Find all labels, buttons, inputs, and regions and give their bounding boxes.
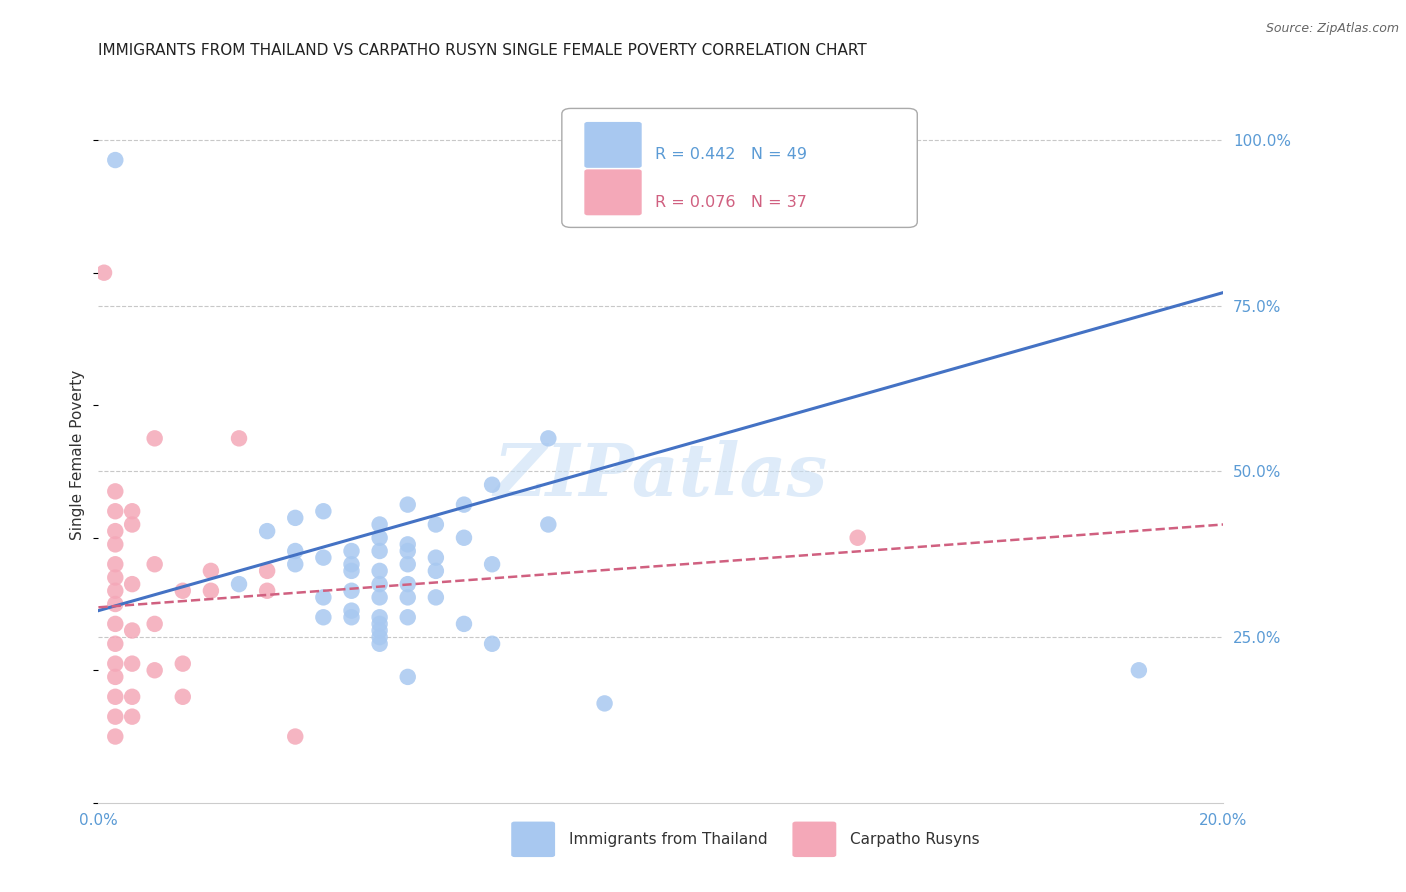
Point xyxy=(104,537,127,551)
Point xyxy=(284,558,307,572)
Point xyxy=(340,544,363,558)
Point xyxy=(396,670,419,684)
FancyBboxPatch shape xyxy=(793,822,837,857)
Point xyxy=(846,531,869,545)
Point xyxy=(368,616,391,631)
Point xyxy=(104,657,127,671)
Point xyxy=(256,583,278,598)
Point xyxy=(340,610,363,624)
Point xyxy=(104,524,127,538)
Point xyxy=(172,583,194,598)
Point xyxy=(200,583,222,598)
Point xyxy=(481,637,503,651)
Point xyxy=(228,577,250,591)
Point xyxy=(143,431,166,445)
Point xyxy=(396,610,419,624)
Point xyxy=(340,583,363,598)
Point xyxy=(368,564,391,578)
Point xyxy=(396,577,419,591)
Point xyxy=(425,591,447,605)
Point xyxy=(368,544,391,558)
Point xyxy=(284,511,307,525)
Text: R = 0.076   N = 37: R = 0.076 N = 37 xyxy=(655,195,807,210)
Point xyxy=(200,564,222,578)
Point xyxy=(121,577,143,591)
Point xyxy=(368,591,391,605)
Point xyxy=(172,690,194,704)
Point xyxy=(368,577,391,591)
FancyBboxPatch shape xyxy=(512,822,555,857)
Point xyxy=(340,558,363,572)
Text: IMMIGRANTS FROM THAILAND VS CARPATHO RUSYN SINGLE FEMALE POVERTY CORRELATION CHA: IMMIGRANTS FROM THAILAND VS CARPATHO RUS… xyxy=(98,43,868,58)
Text: ZIPatlas: ZIPatlas xyxy=(494,441,828,511)
Point xyxy=(396,537,419,551)
Point xyxy=(312,610,335,624)
Point xyxy=(312,591,335,605)
Point xyxy=(104,690,127,704)
Point xyxy=(104,484,127,499)
Point xyxy=(481,558,503,572)
Point xyxy=(340,564,363,578)
Point xyxy=(368,531,391,545)
Point xyxy=(104,597,127,611)
Point xyxy=(121,709,143,723)
Point xyxy=(368,624,391,638)
Point xyxy=(425,517,447,532)
Point xyxy=(284,730,307,744)
Point xyxy=(104,670,127,684)
Text: Source: ZipAtlas.com: Source: ZipAtlas.com xyxy=(1265,22,1399,36)
Y-axis label: Single Female Poverty: Single Female Poverty xyxy=(70,370,86,540)
Point xyxy=(143,558,166,572)
Point xyxy=(425,564,447,578)
Point xyxy=(396,498,419,512)
Point xyxy=(453,498,475,512)
Text: Carpatho Rusyns: Carpatho Rusyns xyxy=(849,832,980,847)
Point xyxy=(104,570,127,584)
Point xyxy=(104,504,127,518)
Point xyxy=(93,266,115,280)
Point xyxy=(593,697,616,711)
Point xyxy=(121,657,143,671)
Point xyxy=(256,564,278,578)
Point xyxy=(104,153,127,167)
Point xyxy=(104,730,127,744)
Point xyxy=(284,544,307,558)
Point xyxy=(143,616,166,631)
Point xyxy=(368,517,391,532)
Point xyxy=(481,477,503,491)
Text: Immigrants from Thailand: Immigrants from Thailand xyxy=(568,832,768,847)
Point xyxy=(104,558,127,572)
Point xyxy=(121,504,143,518)
Point xyxy=(396,544,419,558)
Point xyxy=(368,610,391,624)
Point xyxy=(396,558,419,572)
Point xyxy=(368,630,391,644)
Point xyxy=(228,431,250,445)
FancyBboxPatch shape xyxy=(585,122,641,168)
Point xyxy=(453,616,475,631)
Point xyxy=(312,550,335,565)
FancyBboxPatch shape xyxy=(562,109,917,227)
Point xyxy=(453,531,475,545)
Point xyxy=(104,637,127,651)
Point xyxy=(172,657,194,671)
Point xyxy=(396,591,419,605)
Text: R = 0.442   N = 49: R = 0.442 N = 49 xyxy=(655,147,807,162)
Point xyxy=(121,517,143,532)
Point xyxy=(121,624,143,638)
Point xyxy=(121,690,143,704)
Point xyxy=(340,604,363,618)
Point xyxy=(1128,663,1150,677)
Point xyxy=(425,550,447,565)
Point xyxy=(104,709,127,723)
Point xyxy=(104,616,127,631)
FancyBboxPatch shape xyxy=(585,169,641,215)
Point xyxy=(368,637,391,651)
Point xyxy=(537,431,560,445)
Point xyxy=(104,583,127,598)
Point xyxy=(256,524,278,538)
Point xyxy=(143,663,166,677)
Point xyxy=(312,504,335,518)
Point xyxy=(537,517,560,532)
